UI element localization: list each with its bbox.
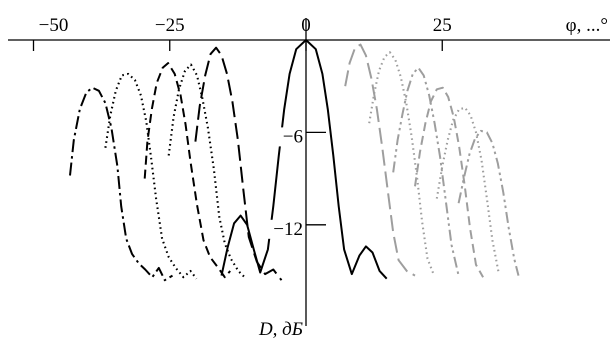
x-tick-label-3: 0 (301, 15, 311, 36)
x-tick-label-1: −50 (39, 15, 69, 36)
series-line-3 (143, 62, 231, 279)
series-line-11 (435, 106, 500, 275)
y-tick-label-background-2 (265, 219, 304, 239)
y-axis-label: D, дБ (258, 319, 303, 338)
y-tick-label-background-1 (265, 127, 304, 147)
label-layer: φ, ...° D, дБ (258, 15, 608, 338)
x-tick-label-2: −25 (155, 15, 185, 36)
axis-layer (8, 18, 610, 326)
series-line-10 (414, 86, 484, 278)
series-line-12 (457, 129, 520, 276)
series-line-7 (344, 43, 416, 277)
series-line-4 (167, 63, 247, 280)
series-layer (69, 39, 520, 282)
y-tick-label-2: −12 (273, 219, 303, 240)
series-line-5 (194, 46, 283, 281)
series-line-9 (392, 66, 460, 276)
x-tick-label-4: 25 (433, 15, 452, 36)
tick-layer: −50 −25 0 25 −6 −12 (32, 15, 452, 240)
series-line-2 (104, 72, 198, 280)
y-tick-label-1: −6 (283, 126, 303, 147)
series-line-8 (368, 51, 436, 276)
series-line-6 (220, 39, 388, 280)
series-line-1 (69, 86, 174, 282)
x-axis-label: φ, ...° (566, 15, 608, 36)
